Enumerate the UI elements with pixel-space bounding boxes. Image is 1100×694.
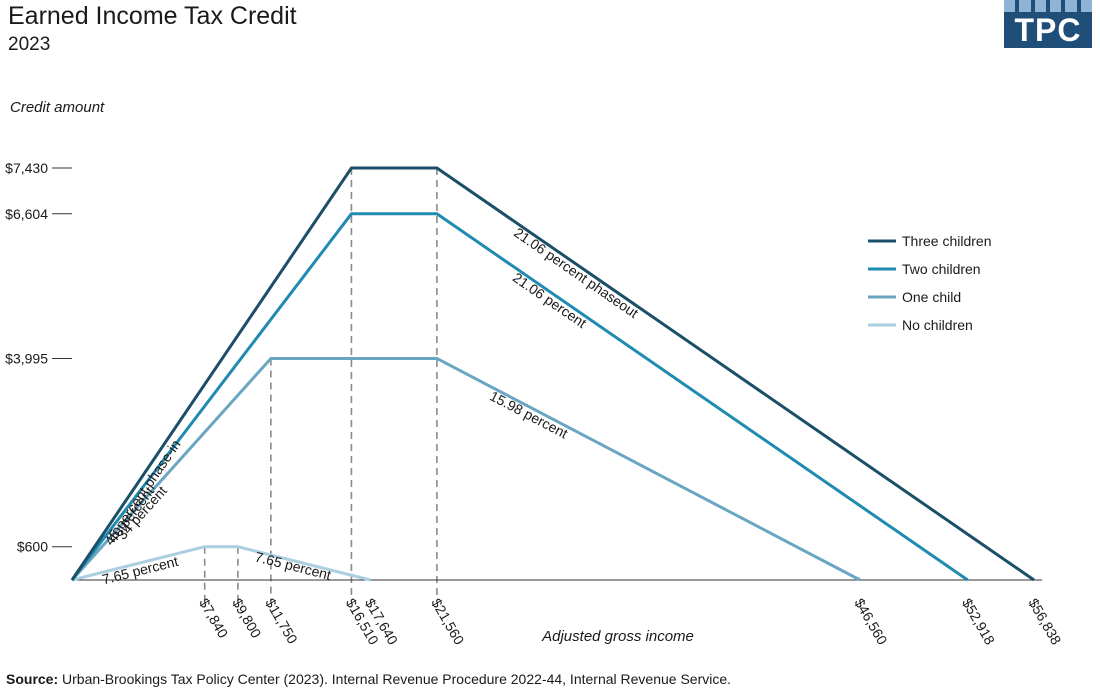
x-tick-label-1: $9,800 bbox=[229, 596, 264, 641]
legend-label-one: One child bbox=[902, 289, 961, 305]
source-label: Source: bbox=[6, 671, 59, 687]
source-text: Urban-Brookings Tax Policy Center (2023)… bbox=[62, 671, 732, 687]
x-tick-label-5: $21,560 bbox=[428, 596, 467, 648]
page-title: Earned Income Tax Credit bbox=[8, 2, 297, 30]
tpc-logo: TPC bbox=[1004, 0, 1092, 48]
series-line-one bbox=[70, 356, 861, 582]
logo-bars-icon bbox=[1004, 0, 1092, 12]
y-tick-label-3: $7,430 bbox=[5, 160, 48, 176]
x-tick-label-6: $46,560 bbox=[851, 596, 890, 648]
slope-label-4: 7.65 percent bbox=[253, 548, 332, 582]
slope-label-7: 15.98 percent bbox=[487, 388, 570, 442]
x-axis-title: Adjusted gross income bbox=[541, 628, 694, 645]
x-tick-label-8: $56,838 bbox=[1025, 596, 1064, 648]
series-line-none bbox=[71, 545, 371, 582]
x-tick-label-7: $52,918 bbox=[959, 596, 998, 648]
series-line-two bbox=[70, 212, 969, 582]
source-note: Source: Urban-Brookings Tax Policy Cente… bbox=[6, 671, 731, 687]
slope-label-3: 7.65 percent bbox=[100, 553, 179, 587]
y-tick-label-0: $600 bbox=[17, 539, 48, 555]
y-tick-label-1: $3,995 bbox=[5, 350, 48, 366]
y-tick-label-2: $6,604 bbox=[5, 206, 48, 222]
logo-text: TPC bbox=[1014, 12, 1082, 48]
series-line-three bbox=[70, 166, 1035, 582]
x-tick-label-2: $11,750 bbox=[262, 596, 301, 647]
legend-label-two: Two children bbox=[902, 261, 981, 277]
x-tick-label-0: $7,840 bbox=[196, 596, 231, 641]
legend-label-none: No children bbox=[902, 317, 973, 333]
y-axis-title: Credit amount bbox=[10, 99, 105, 116]
legend-label-three: Three children bbox=[902, 233, 992, 249]
page-subtitle: 2023 bbox=[8, 34, 51, 55]
slope-label-5: 21.06 percent phaseout bbox=[511, 224, 641, 321]
